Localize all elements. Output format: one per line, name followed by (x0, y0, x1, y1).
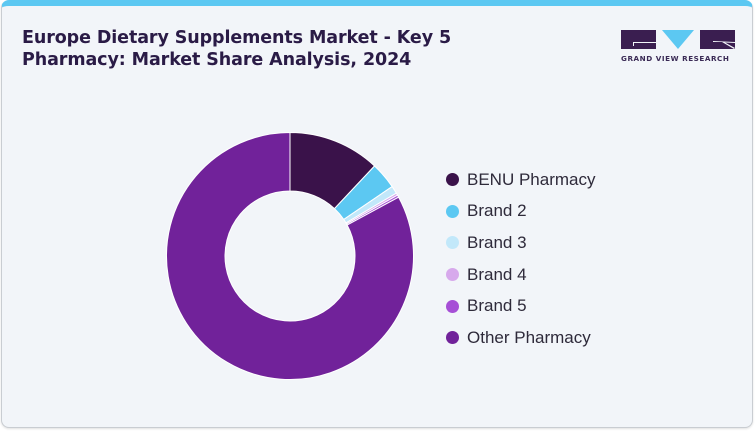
legend-item-brand-4: Brand 4 (446, 259, 595, 291)
title-line-1: Europe Dietary Supplements Market - Key … (22, 28, 452, 48)
legend-dot-icon (446, 173, 459, 187)
legend-label: Brand 5 (467, 296, 527, 316)
legend-item-other-pharmacy: Other Pharmacy (446, 322, 595, 354)
grand-view-research-logo: GRAND VIEW RESEARCH (621, 30, 735, 64)
legend-dot-icon (446, 268, 459, 282)
legend-label: Other Pharmacy (467, 327, 591, 347)
legend-item-brand-5: Brand 5 (446, 290, 595, 322)
legend-item-brand-2: Brand 2 (446, 196, 595, 228)
chart-legend: BENU Pharmacy Brand 2 Brand 3 Brand 4 Br… (446, 164, 595, 354)
donut-chart (162, 128, 418, 384)
legend-label: Brand 3 (467, 232, 527, 252)
legend-dot-icon (446, 299, 459, 313)
title-line-2: Pharmacy: Market Share Analysis, 2024 (22, 50, 412, 70)
donut-svg (166, 131, 414, 380)
logo-text: GRAND VIEW RESEARCH (621, 54, 730, 63)
legend-label: Brand 2 (467, 201, 527, 221)
legend-dot-icon (446, 331, 459, 345)
legend-dot-icon (446, 236, 459, 250)
donut-slice-other-pharmacy (166, 131, 414, 380)
logo-mark-icon (621, 30, 735, 49)
legend-label: BENU Pharmacy (467, 169, 596, 189)
legend-dot-icon (446, 204, 459, 218)
legend-item-brand-3: Brand 3 (446, 227, 595, 259)
legend-label: Brand 4 (467, 264, 527, 284)
legend-item-benu-pharmacy: BENU Pharmacy (446, 164, 595, 196)
chart-title: Europe Dietary Supplements Market - Key … (22, 27, 542, 71)
